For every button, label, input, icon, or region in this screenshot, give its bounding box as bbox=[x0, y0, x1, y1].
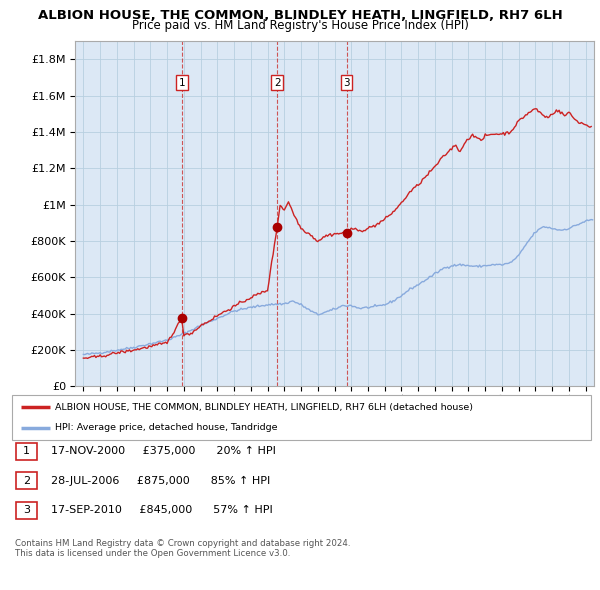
Text: ALBION HOUSE, THE COMMON, BLINDLEY HEATH, LINGFIELD, RH7 6LH: ALBION HOUSE, THE COMMON, BLINDLEY HEATH… bbox=[38, 9, 562, 22]
Text: 17-NOV-2000     £375,000      20% ↑ HPI: 17-NOV-2000 £375,000 20% ↑ HPI bbox=[51, 447, 276, 456]
Text: Price paid vs. HM Land Registry's House Price Index (HPI): Price paid vs. HM Land Registry's House … bbox=[131, 19, 469, 32]
Text: 28-JUL-2006     £875,000      85% ↑ HPI: 28-JUL-2006 £875,000 85% ↑ HPI bbox=[51, 476, 270, 486]
Text: 1: 1 bbox=[179, 78, 185, 88]
Text: 2: 2 bbox=[274, 78, 280, 88]
Text: ALBION HOUSE, THE COMMON, BLINDLEY HEATH, LINGFIELD, RH7 6LH (detached house): ALBION HOUSE, THE COMMON, BLINDLEY HEATH… bbox=[55, 403, 473, 412]
Text: 1: 1 bbox=[23, 447, 30, 456]
Text: Contains HM Land Registry data © Crown copyright and database right 2024.: Contains HM Land Registry data © Crown c… bbox=[15, 539, 350, 548]
Text: 3: 3 bbox=[343, 78, 350, 88]
Text: HPI: Average price, detached house, Tandridge: HPI: Average price, detached house, Tand… bbox=[55, 423, 278, 432]
Text: 3: 3 bbox=[23, 506, 30, 515]
Text: This data is licensed under the Open Government Licence v3.0.: This data is licensed under the Open Gov… bbox=[15, 549, 290, 558]
Text: 17-SEP-2010     £845,000      57% ↑ HPI: 17-SEP-2010 £845,000 57% ↑ HPI bbox=[51, 506, 273, 515]
Text: 2: 2 bbox=[23, 476, 30, 486]
